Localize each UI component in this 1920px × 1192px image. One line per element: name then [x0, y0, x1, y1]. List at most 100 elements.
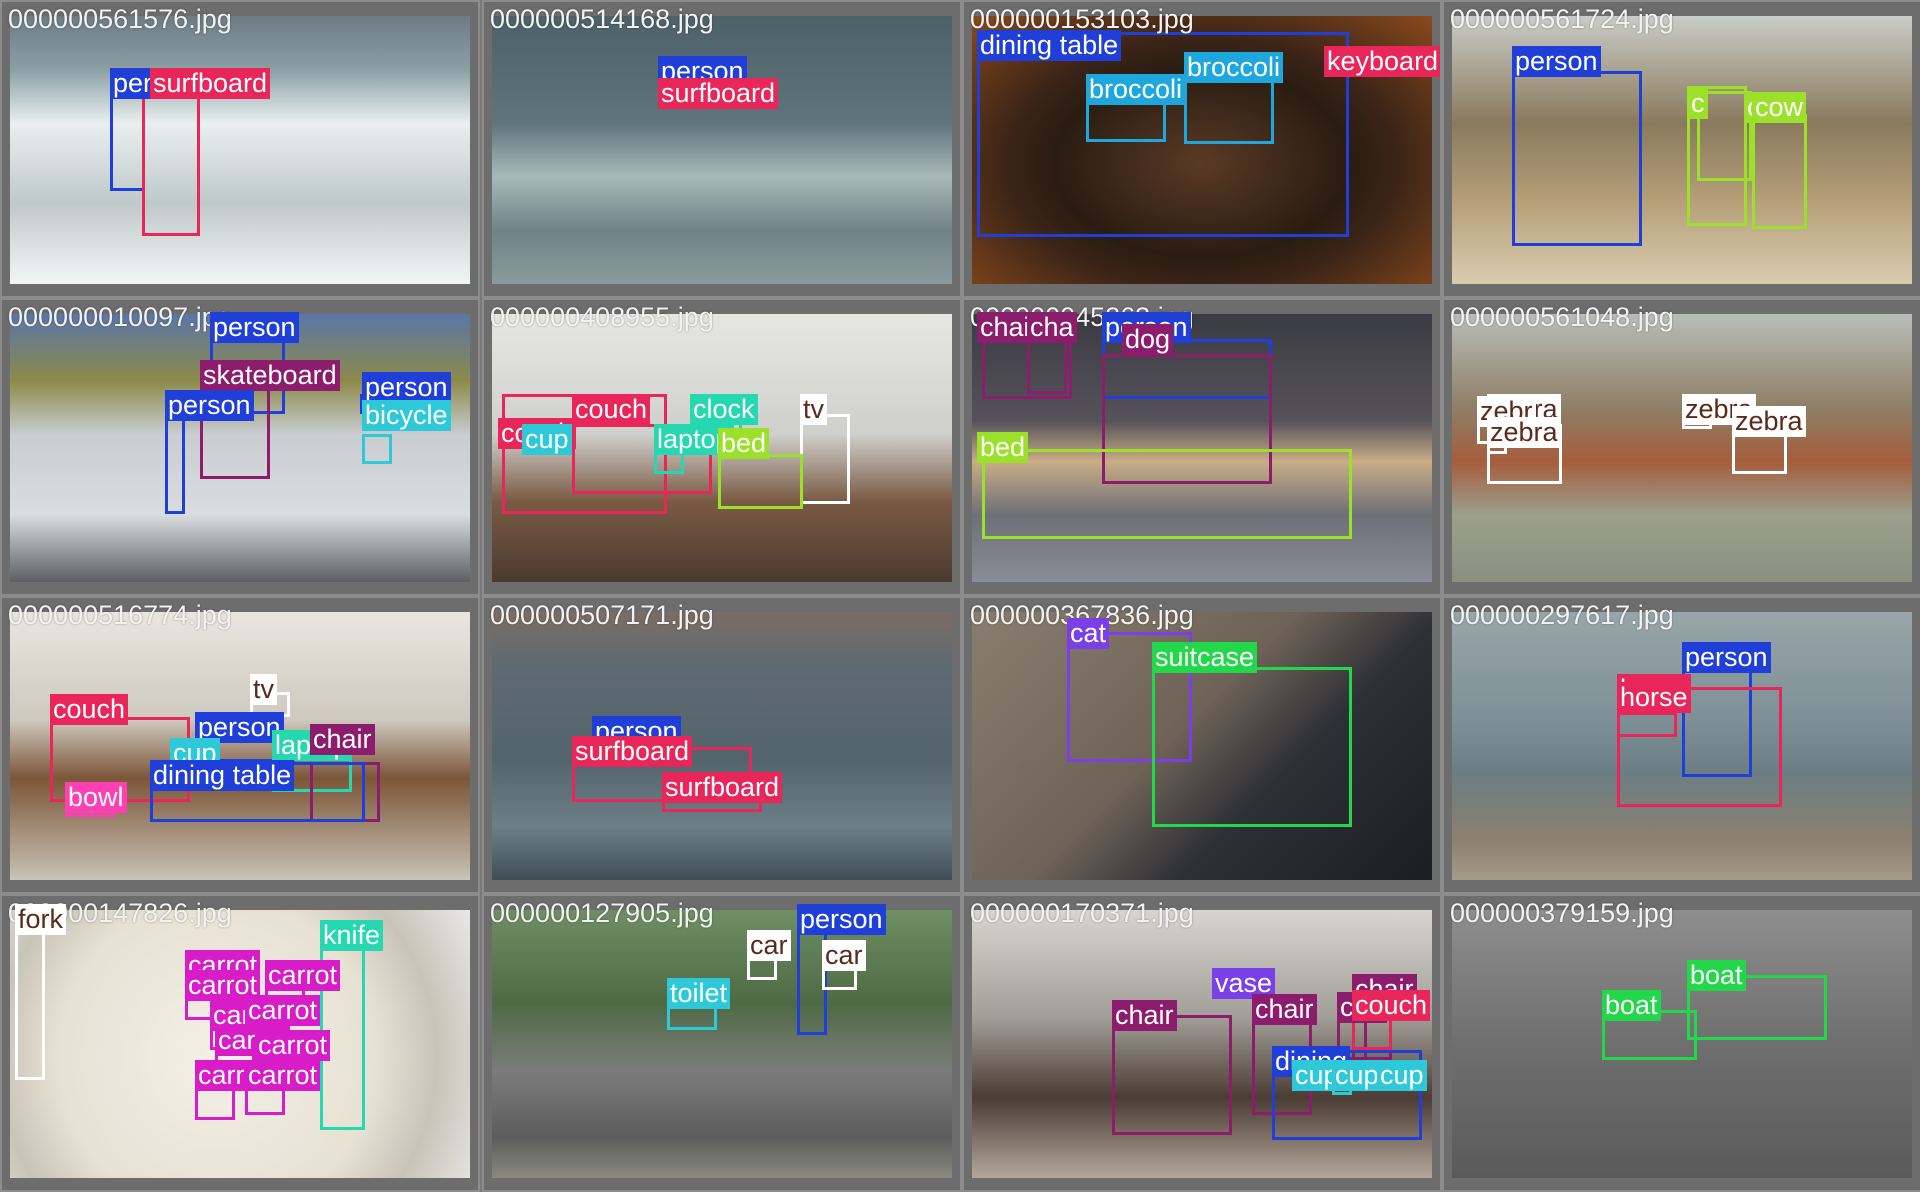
photo	[10, 314, 470, 582]
detection-label: cup	[522, 424, 572, 455]
image-tile: 000000153103.jpg dining table broccoli broc…	[962, 0, 1442, 298]
bbox-horse	[1617, 687, 1782, 807]
detection-label: suitcase	[1152, 642, 1258, 673]
detection-label: bed	[977, 432, 1029, 463]
bbox-cow	[1697, 91, 1752, 181]
detection-label: bowl	[65, 782, 127, 813]
filename-label: 000000507171.jpg	[490, 600, 714, 630]
detection-label: carrot	[255, 1030, 331, 1061]
filename-label: 000000153103.jpg	[970, 4, 1194, 34]
detection-label: carrot	[265, 960, 341, 991]
filename-label: 000000297617.jpg	[1450, 600, 1674, 630]
filename-label: 000000379159.jpg	[1450, 898, 1674, 928]
detection-label: couch	[1352, 990, 1431, 1021]
photo	[10, 16, 470, 284]
bbox-surfboard	[142, 96, 200, 236]
detection-label: dog	[1122, 324, 1174, 355]
photo	[1452, 314, 1912, 582]
bbox-chair	[1027, 334, 1067, 394]
detection-label: zebra	[1487, 417, 1561, 448]
detection-label: tv	[800, 394, 828, 425]
detection-label: chair	[310, 724, 375, 755]
detection-label: dining table	[150, 760, 295, 791]
filename-label: 000000561724.jpg	[1450, 4, 1674, 34]
bbox-cow	[1752, 114, 1807, 229]
detection-label: surfboard	[662, 772, 783, 803]
photo	[1452, 910, 1912, 1178]
detection-label: person	[210, 312, 299, 343]
detection-label: knife	[320, 920, 384, 951]
detection-label: boat	[1602, 990, 1661, 1021]
detection-label: tv	[250, 674, 278, 705]
bbox-dog	[1102, 354, 1272, 484]
detection-label: c	[1688, 88, 1708, 119]
detection-label: person	[195, 712, 284, 743]
detection-label: broccoli	[1086, 74, 1186, 105]
bbox-dining-table	[977, 32, 1349, 237]
detection-label: horse	[1617, 682, 1691, 713]
detection-label: surfboard	[658, 78, 779, 109]
image-tile: 000000010097.jpg person skateboard person pe…	[0, 298, 480, 596]
bbox-fork	[15, 920, 45, 1080]
image-tile: 000000127905.jpg person car car toilet	[482, 894, 962, 1192]
image-tile: 000000561724.jpgpersoncowcowc	[1442, 0, 1920, 298]
detection-label: car	[747, 930, 791, 961]
detection-label: clock	[690, 394, 758, 425]
detection-label: boat	[1687, 960, 1746, 991]
detection-label: bed	[718, 428, 770, 459]
bbox-cat	[1067, 632, 1192, 762]
detection-label: person	[1512, 46, 1601, 77]
image-tile: 000000297617.jpgpersonhorsehorse	[1442, 596, 1920, 894]
image-tile: 000000147826.jpg fork knife carrot carrot car…	[0, 894, 480, 1192]
detection-label: carrot	[245, 995, 321, 1026]
bbox-horse	[1617, 712, 1677, 737]
filename-label: 000000514168.jpg	[490, 4, 714, 34]
bbox-tv	[800, 414, 850, 504]
filename-label: 000000561048.jpg	[1450, 302, 1674, 332]
filename-label: 000000516774.jpg	[8, 600, 232, 630]
image-tile: 000000514168.jpg person surfboard	[482, 0, 962, 298]
detection-label: broccoli	[1184, 52, 1284, 83]
detection-label: couch	[572, 394, 651, 425]
filename-label: 000000170371.jpg	[970, 898, 1194, 928]
detection-label: zebra	[1732, 406, 1806, 437]
image-tile: 000000561576.jpg per surfboard	[0, 0, 480, 298]
photo	[10, 612, 470, 880]
bbox-person	[165, 414, 185, 514]
detection-label: bicycle	[362, 400, 451, 431]
detection-label: skateboard	[200, 360, 340, 391]
bbox-person	[1512, 71, 1642, 246]
detection-label: person	[165, 390, 254, 421]
bbox-couch	[572, 424, 712, 494]
detection-label: person	[1682, 642, 1771, 673]
detection-label: cup	[1377, 1060, 1427, 1091]
bbox-suitcase	[1152, 667, 1352, 827]
detection-label: carrot	[245, 1060, 321, 1091]
detection-label: chair	[1112, 1000, 1177, 1031]
filename-label: 000000010097.jpg	[8, 302, 232, 332]
image-tile: 000000516774.jpgcouchtvpersoncuplaptopch…	[0, 596, 480, 894]
detection-label: surfboard	[150, 68, 271, 99]
detection-label: vase	[1212, 968, 1276, 999]
detection-label: fork	[15, 904, 67, 935]
filename-label: 000000408955.jpg	[490, 302, 714, 332]
filename-label: 000000127905.jpg	[490, 898, 714, 928]
detection-label: cup	[1332, 1060, 1382, 1091]
detection-label: cow	[1752, 92, 1807, 123]
detection-label: toilet	[667, 978, 731, 1009]
image-tile: 000000561048.jpgzebrazebrzebrazebrazebra	[1442, 298, 1920, 596]
detection-label: person	[362, 372, 451, 403]
bbox-chair	[1112, 1015, 1232, 1135]
bbox-bed	[982, 449, 1352, 539]
bbox-bicycle	[362, 434, 392, 464]
photo	[492, 910, 952, 1178]
detection-label: keyboard	[1324, 46, 1440, 77]
photo	[492, 612, 952, 880]
detection-label: person	[797, 904, 886, 935]
bbox-cow	[1687, 86, 1747, 226]
filename-label: 000000561576.jpg	[8, 4, 232, 34]
image-tile: 000000408955.jpgcouchcouchclocktvcuplapt…	[482, 298, 962, 596]
detection-label: dining table	[977, 30, 1122, 61]
detection-label: chair	[1252, 994, 1317, 1025]
